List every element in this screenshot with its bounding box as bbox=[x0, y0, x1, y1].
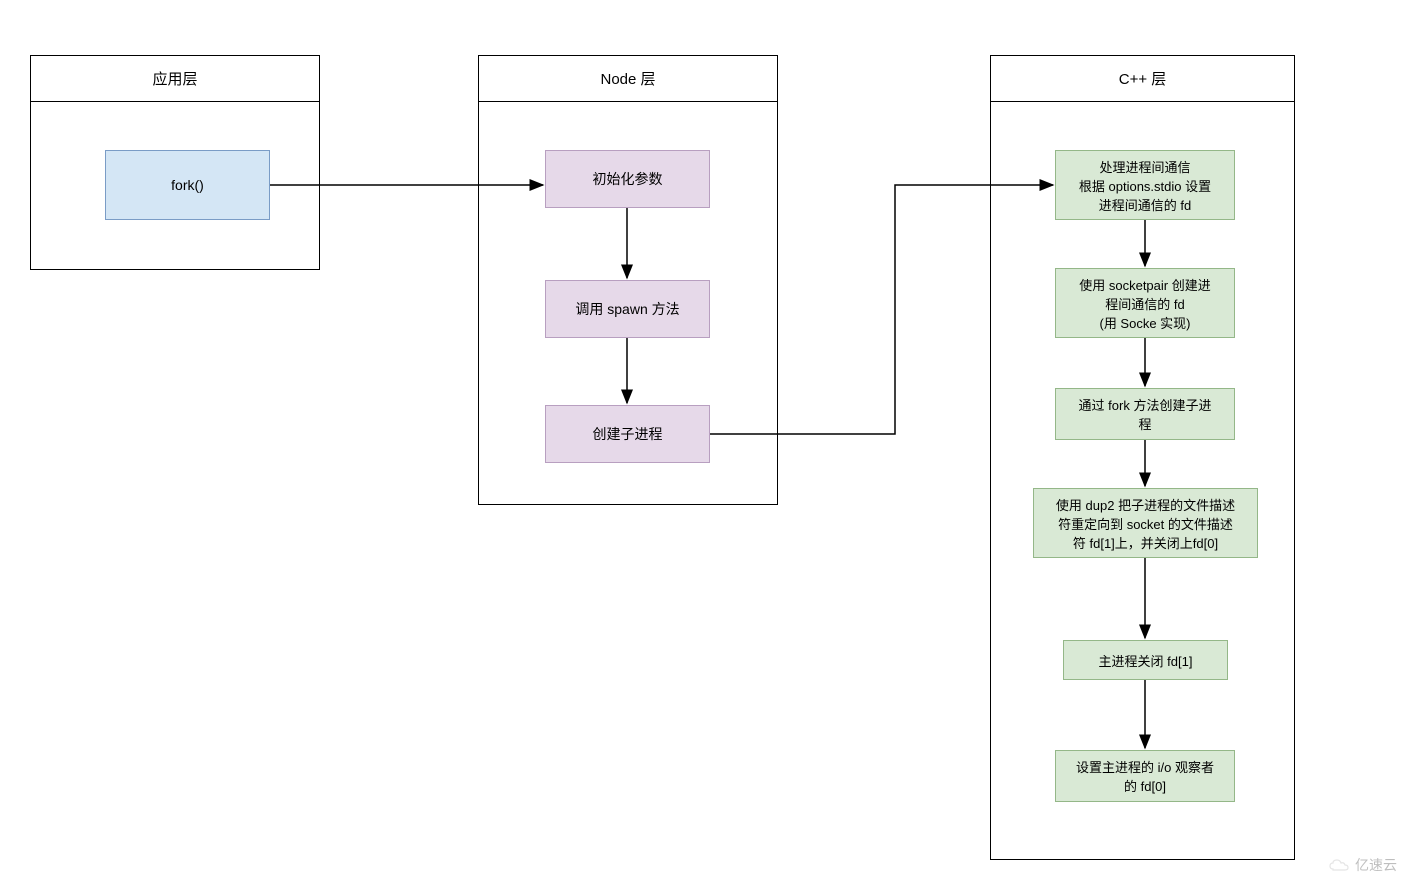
create-child-label: 创建子进程 bbox=[593, 424, 663, 444]
ipc-setup-node: 处理进程间通信 根据 options.stdio 设置 进程间通信的 fd bbox=[1055, 150, 1235, 220]
dup2-label: 使用 dup2 把子进程的文件描述 符重定向到 socket 的文件描述 符 f… bbox=[1056, 495, 1235, 552]
watermark: 亿速云 bbox=[1329, 855, 1397, 875]
set-observer-label: 设置主进程的 i/o 观察者 的 fd[0] bbox=[1076, 757, 1214, 795]
close-fd1-label: 主进程关闭 fd[1] bbox=[1099, 651, 1193, 670]
fork-child-label: 通过 fork 方法创建子进 程 bbox=[1079, 395, 1212, 433]
socketpair-label: 使用 socketpair 创建进 程间通信的 fd (用 Socke 实现) bbox=[1079, 275, 1210, 332]
init-params-label: 初始化参数 bbox=[593, 169, 663, 189]
dup2-node: 使用 dup2 把子进程的文件描述 符重定向到 socket 的文件描述 符 f… bbox=[1033, 488, 1258, 558]
call-spawn-label: 调用 spawn 方法 bbox=[575, 299, 679, 319]
ipc-setup-label: 处理进程间通信 根据 options.stdio 设置 进程间通信的 fd bbox=[1079, 157, 1211, 214]
fork-node: fork() bbox=[105, 150, 270, 220]
cloud-icon bbox=[1329, 858, 1351, 872]
watermark-text: 亿速云 bbox=[1355, 855, 1397, 875]
socketpair-node: 使用 socketpair 创建进 程间通信的 fd (用 Socke 实现) bbox=[1055, 268, 1235, 338]
init-params-node: 初始化参数 bbox=[545, 150, 710, 208]
create-child-node: 创建子进程 bbox=[545, 405, 710, 463]
app-layer-title: 应用层 bbox=[31, 56, 319, 102]
fork-label: fork() bbox=[171, 177, 204, 193]
call-spawn-node: 调用 spawn 方法 bbox=[545, 280, 710, 338]
cpp-layer-title: C++ 层 bbox=[991, 56, 1294, 102]
node-layer-title: Node 层 bbox=[479, 56, 777, 102]
set-observer-node: 设置主进程的 i/o 观察者 的 fd[0] bbox=[1055, 750, 1235, 802]
fork-child-node: 通过 fork 方法创建子进 程 bbox=[1055, 388, 1235, 440]
close-fd1-node: 主进程关闭 fd[1] bbox=[1063, 640, 1228, 680]
